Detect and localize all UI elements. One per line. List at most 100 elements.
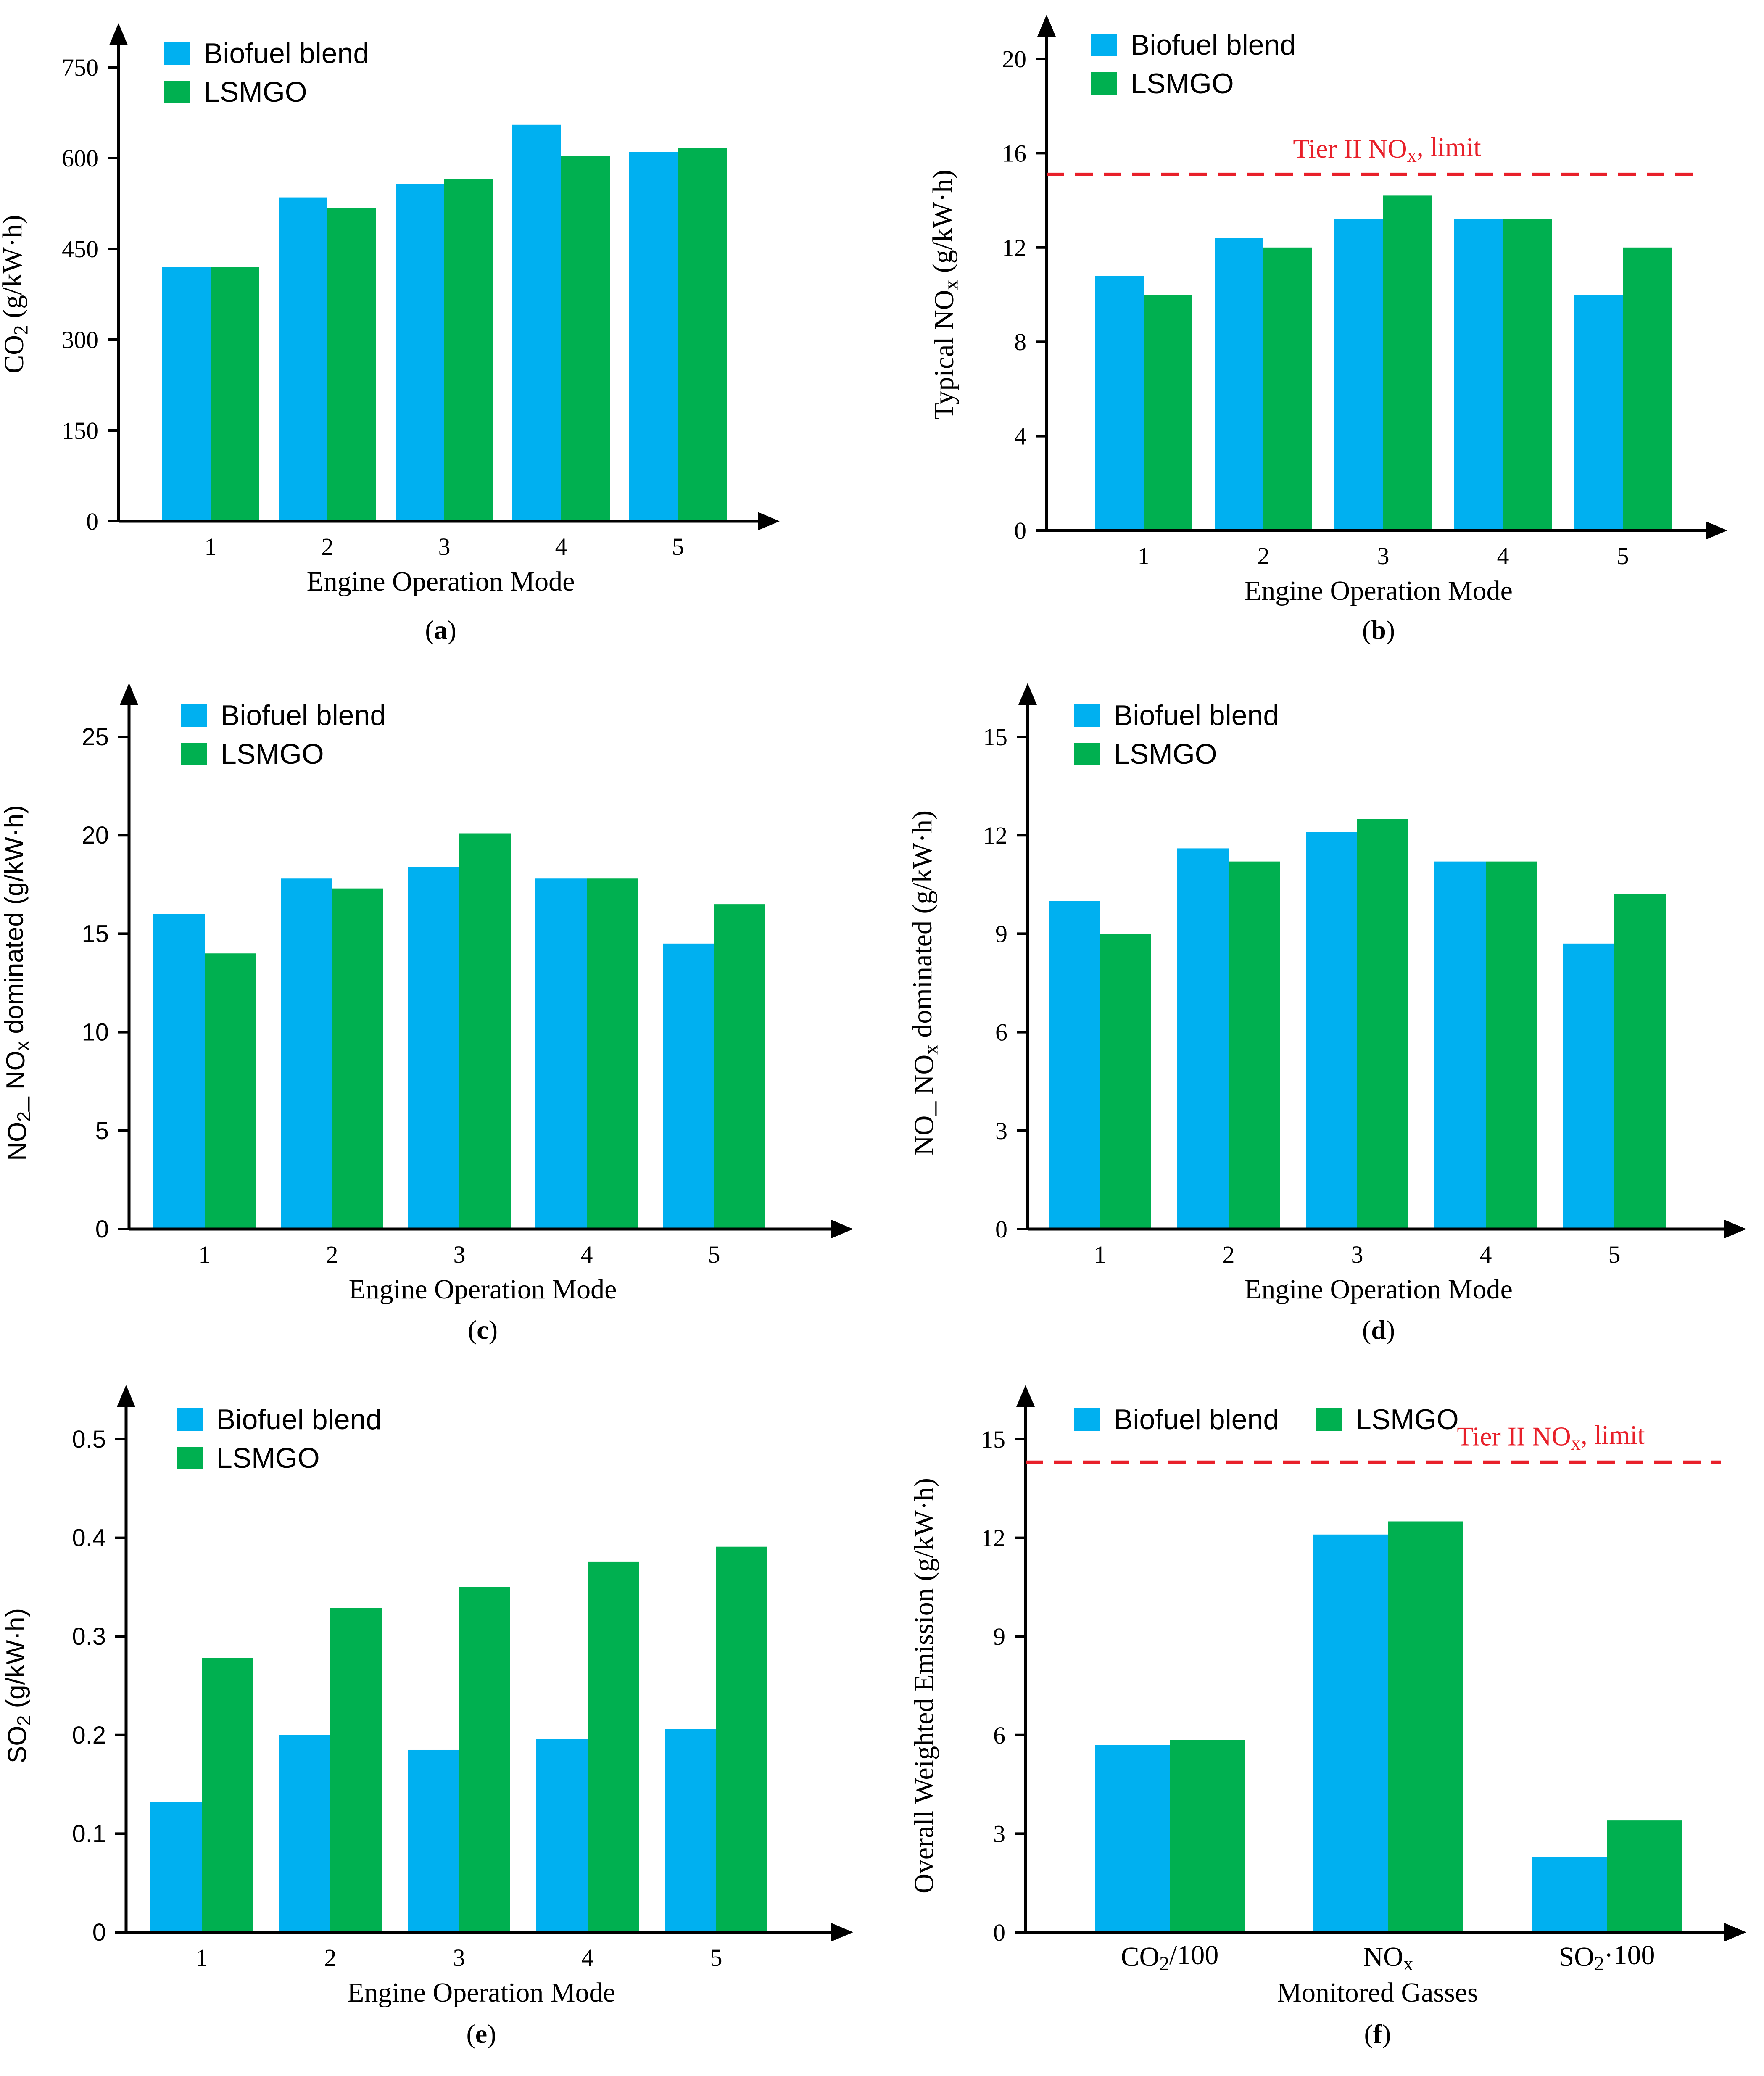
y-tick-label: 15 — [981, 1426, 1005, 1453]
legend-swatch-lsmgo — [164, 81, 190, 103]
x-axis-label: Engine Operation Mode — [307, 566, 575, 597]
x-axis-arrow — [831, 1220, 853, 1238]
x-tick-label: 2 — [1258, 542, 1270, 570]
bar-biofuel-4 — [535, 878, 587, 1229]
y-tick-label: 0 — [1014, 517, 1026, 544]
x-axis-arrow — [831, 1923, 853, 1941]
bar-lsmgo-2 — [1263, 247, 1312, 530]
y-tick-label: 0 — [86, 508, 98, 535]
panel-label: (c) — [468, 1315, 498, 1345]
bar-biofuel-2 — [1177, 848, 1229, 1229]
x-tick-label: 5 — [1617, 542, 1629, 570]
y-tick-label: 3 — [995, 1117, 1007, 1145]
bar-lsmgo-1 — [211, 267, 259, 521]
bar-lsmgo-4 — [1486, 861, 1537, 1229]
x-tick-label: 2 — [324, 1944, 337, 1971]
bar-biofuel-2 — [279, 1735, 330, 1932]
bar-lsmgo-1 — [1144, 295, 1192, 530]
y-tick-label: 0.5 — [72, 1426, 106, 1453]
legend-swatch-biofuel — [1091, 34, 1117, 56]
y-tick-label: 12 — [981, 1525, 1005, 1552]
y-tick-label: 9 — [995, 920, 1007, 947]
bar-lsmgo-1 — [202, 1658, 253, 1932]
chart-panel-f: CO2/100 NOx SO2·100 0 3 6 9 12 15 Overall Weighte… — [909, 1385, 1746, 2049]
bar-lsmgo-1 — [1100, 934, 1151, 1229]
bar-biofuel-5 — [665, 1729, 716, 1932]
x-tick-label: 5 — [708, 1241, 720, 1268]
bar-biofuel-1 — [150, 1802, 202, 1932]
y-axis-label: NO2_ NOx dominated (g/kW·h) — [0, 805, 34, 1161]
y-tick-label: 600 — [62, 145, 98, 172]
legend-swatch-lsmgo — [181, 743, 207, 765]
bar-biofuel-1 — [1049, 901, 1100, 1229]
x-tick-label: 2 — [322, 533, 334, 560]
x-axis-label: Monitored Gasses — [1277, 1977, 1478, 2008]
x-axis-label: Engine Operation Mode — [1245, 1274, 1513, 1305]
x-tick-label: CO2/100 — [1121, 1940, 1219, 1975]
x-tick-label: 2 — [1223, 1241, 1235, 1268]
x-tick-label: 1 — [196, 1944, 208, 1971]
legend-label-biofuel: Biofuel blend — [204, 37, 369, 69]
y-tick-label: 5 — [95, 1117, 109, 1145]
bar-biofuel-5 — [1574, 295, 1623, 530]
chart-panel-c: 1 2 3 4 5 0 5 10 15 20 25 NO2_ NOx dominated (g/kW·… — [0, 683, 853, 1345]
y-tick-label: 150 — [62, 417, 98, 444]
bar-lsmgo-2 — [327, 208, 376, 522]
bar-lsmgo-5 — [716, 1546, 767, 1932]
chart-panel-e: 1 2 3 4 5 0 0.1 0.2 0.3 0.4 0.5 SO2 (g/kW·h) Engine … — [1, 1385, 853, 2049]
bar-biofuel-4 — [1434, 861, 1486, 1229]
bar-lsmgo-3 — [459, 833, 511, 1229]
legend-label-lsmgo: LSMGO — [216, 1442, 320, 1474]
bar-biofuel-4 — [536, 1739, 588, 1932]
bar-lsmgo-2 — [1388, 1521, 1463, 1932]
bar-lsmgo-3 — [1357, 819, 1408, 1229]
bar-lsmgo-5 — [714, 904, 765, 1229]
bar-biofuel-1 — [162, 267, 211, 521]
bar-biofuel-5 — [663, 943, 714, 1229]
x-tick-label: 3 — [453, 1944, 465, 1971]
y-tick-label: 0.1 — [72, 1820, 106, 1847]
legend-swatch-biofuel — [1074, 704, 1100, 727]
x-tick-label: 4 — [1497, 542, 1509, 570]
bar-lsmgo-3 — [444, 179, 493, 521]
bar-biofuel-1 — [1095, 1745, 1170, 1932]
y-axis-label: Overall Weighted Emission (g/kW·h) — [909, 1478, 939, 1894]
legend-label-lsmgo: LSMGO — [1355, 1403, 1459, 1435]
y-tick-label: 3 — [993, 1820, 1005, 1847]
y-axis-label: NO_ NOx dominated (g/kW·h) — [907, 810, 942, 1155]
x-tick-label: 5 — [672, 533, 684, 560]
x-tick-label: 1 — [199, 1241, 211, 1268]
y-axis-arrow — [109, 23, 128, 45]
y-tick-label: 16 — [1002, 140, 1026, 167]
y-axis-arrow — [1018, 683, 1037, 705]
legend-swatch-lsmgo — [1091, 72, 1117, 95]
x-tick-label: 1 — [1138, 542, 1150, 570]
x-tick-label: 4 — [1480, 1241, 1492, 1268]
bar-biofuel-3 — [1334, 219, 1383, 530]
y-tick-label: 300 — [62, 326, 98, 353]
legend-label-lsmgo: LSMGO — [221, 738, 324, 770]
legend-swatch-biofuel — [1074, 1408, 1100, 1431]
bar-lsmgo-5 — [678, 148, 727, 521]
bar-biofuel-1 — [1095, 276, 1144, 530]
legend-swatch-lsmgo — [1074, 743, 1100, 765]
y-tick-label: 20 — [1002, 45, 1026, 73]
y-tick-label: 0 — [92, 1919, 106, 1946]
x-tick-label: 3 — [438, 533, 451, 560]
x-tick-label: 5 — [710, 1944, 722, 1971]
bar-lsmgo-2 — [332, 888, 383, 1229]
y-tick-label: 25 — [82, 723, 109, 751]
legend-label-biofuel: Biofuel blend — [1114, 699, 1279, 731]
x-axis-arrow — [758, 512, 780, 530]
panel-label: (b) — [1362, 615, 1395, 645]
legend-swatch-lsmgo — [1316, 1408, 1342, 1431]
panel-label: (d) — [1362, 1315, 1395, 1345]
x-tick-label: 2 — [326, 1241, 338, 1268]
legend-swatch-biofuel — [181, 704, 207, 727]
bar-biofuel-3 — [408, 867, 459, 1229]
bar-biofuel-1 — [153, 914, 205, 1229]
legend-label-lsmgo: LSMGO — [204, 76, 307, 108]
bar-biofuel-2 — [1215, 238, 1263, 530]
